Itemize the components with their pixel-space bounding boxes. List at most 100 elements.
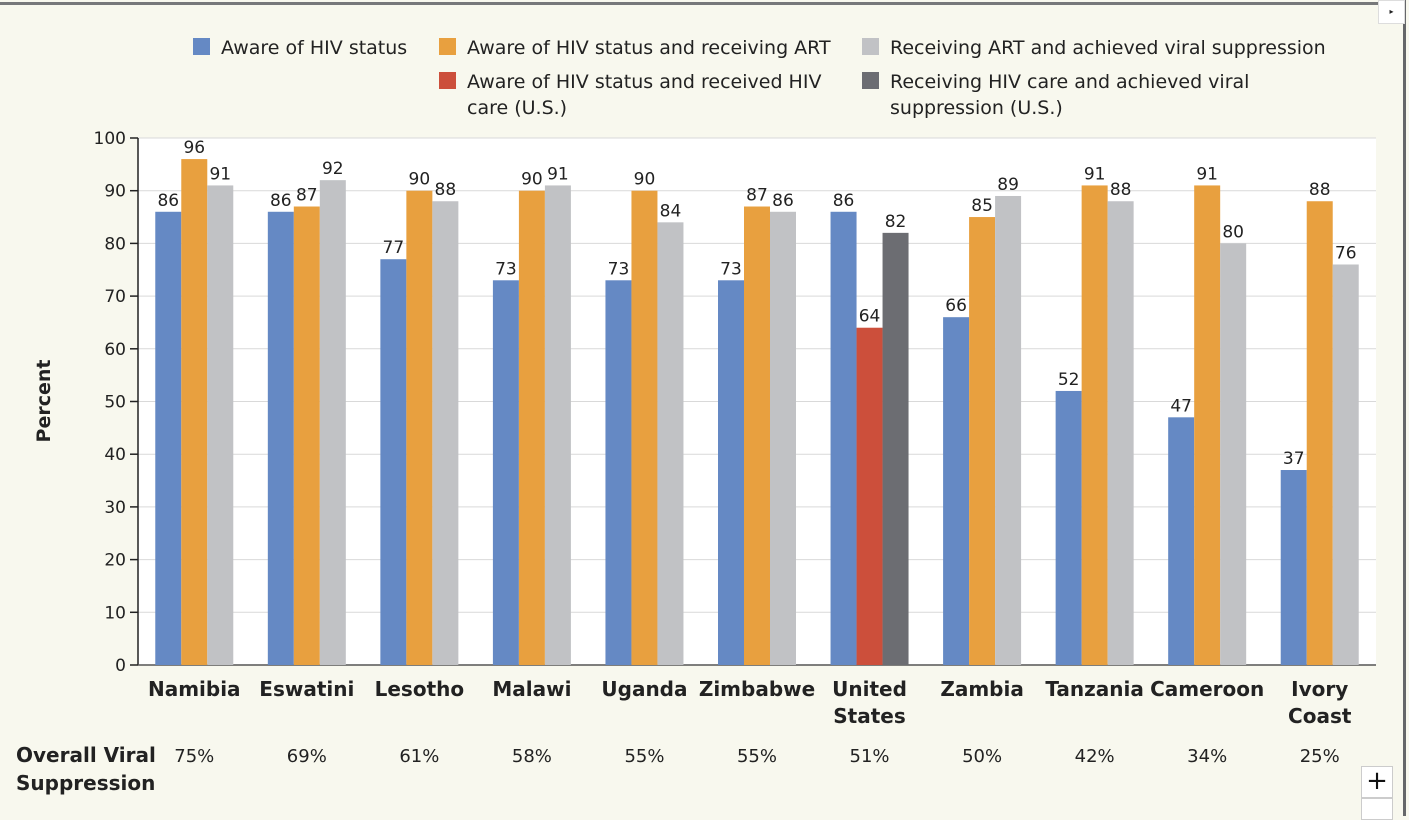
overall-suppression-value: 34% — [1187, 746, 1227, 767]
legend-swatch — [862, 38, 879, 55]
expand-arrow-icon[interactable]: ▸ — [1378, 0, 1405, 24]
bar — [1332, 264, 1359, 665]
data-label: 91 — [209, 164, 231, 184]
data-label: 92 — [322, 159, 344, 179]
category-label: Eswatini — [259, 677, 354, 701]
data-label: 87 — [746, 186, 768, 206]
data-label: 73 — [495, 259, 517, 279]
bar — [882, 232, 909, 666]
data-label: 91 — [1084, 164, 1106, 184]
data-label: 76 — [1335, 243, 1357, 263]
legend-label: care (U.S.) — [467, 97, 567, 119]
data-label: 89 — [997, 175, 1019, 195]
bar — [631, 190, 658, 665]
data-label: 90 — [634, 170, 656, 190]
legend-label: Receiving HIV care and achieved viral — [890, 71, 1249, 93]
bar — [380, 259, 407, 665]
bar — [492, 280, 519, 665]
bar — [1081, 185, 1108, 665]
category-label: Ivory — [1291, 677, 1348, 701]
data-label: 86 — [157, 191, 179, 211]
bar — [830, 211, 857, 665]
bar — [657, 222, 684, 665]
y-tick-label: 30 — [104, 498, 126, 518]
y-tick-label: 80 — [104, 234, 126, 254]
y-tick-label: 50 — [104, 393, 126, 413]
bar — [155, 211, 182, 665]
right-border — [1403, 0, 1406, 816]
legend-swatch — [439, 72, 456, 89]
category-label: United — [832, 677, 907, 701]
data-label: 77 — [383, 238, 405, 258]
data-label: 66 — [945, 296, 967, 316]
bar — [293, 206, 320, 665]
data-label: 88 — [435, 180, 457, 200]
data-label: 91 — [547, 164, 569, 184]
y-tick-label: 20 — [104, 551, 126, 571]
data-label: 87 — [296, 186, 318, 206]
legend-swatch — [862, 72, 879, 89]
data-label: 91 — [1196, 164, 1218, 184]
overall-suppression-label: Overall Viral — [16, 743, 156, 767]
data-label: 86 — [833, 191, 855, 211]
category-label: Tanzania — [1045, 677, 1144, 701]
data-label: 86 — [772, 191, 794, 211]
data-label: 84 — [660, 201, 682, 221]
y-tick-label: 100 — [94, 129, 126, 149]
y-tick-label: 40 — [104, 445, 126, 465]
overall-suppression-value: 75% — [174, 746, 214, 767]
overall-suppression-value: 25% — [1300, 746, 1340, 767]
bar — [856, 327, 883, 665]
bar — [1055, 390, 1082, 665]
data-label: 85 — [971, 196, 993, 216]
category-label: States — [833, 704, 906, 728]
data-label: 82 — [885, 212, 907, 232]
overall-suppression-value: 55% — [624, 746, 664, 767]
bar — [718, 280, 744, 665]
bar — [770, 211, 796, 665]
data-label: 88 — [1309, 180, 1331, 200]
bar — [181, 159, 208, 665]
data-label: 96 — [183, 138, 205, 158]
zoom-in-button[interactable]: + — [1361, 766, 1393, 798]
overall-suppression-label: Suppression — [16, 771, 155, 795]
bar — [1306, 201, 1333, 666]
data-label: 90 — [409, 170, 431, 190]
bar — [267, 211, 294, 665]
bar — [319, 180, 346, 665]
category-label: Cameroon — [1150, 677, 1264, 701]
bar — [544, 185, 571, 665]
bar — [1107, 201, 1134, 666]
y-tick-label: 0 — [115, 656, 126, 676]
overall-suppression-value: 42% — [1075, 746, 1115, 767]
data-label: 52 — [1058, 370, 1080, 390]
overall-suppression-value: 61% — [399, 746, 439, 767]
legend-swatch — [439, 38, 456, 55]
bar — [969, 217, 996, 666]
data-label: 88 — [1110, 180, 1132, 200]
y-tick-label: 10 — [104, 603, 126, 623]
data-label: 37 — [1283, 449, 1305, 469]
bar — [1194, 185, 1221, 665]
data-label: 90 — [521, 170, 543, 190]
overall-suppression-value: 69% — [287, 746, 327, 767]
bar — [943, 317, 970, 665]
data-label: 47 — [1170, 396, 1192, 416]
bar — [406, 190, 433, 665]
legend-label: Aware of HIV status and received HIV — [467, 71, 821, 93]
bar-chart: 0 10 20 30 40 50 60 70 80 90 100 Percent Aware of HI… — [16, 37, 1376, 795]
bar — [744, 206, 770, 665]
y-tick-label: 60 — [104, 340, 126, 360]
overall-suppression-value: 55% — [737, 746, 777, 767]
category-label: Uganda — [601, 677, 687, 701]
legend-label: Aware of HIV status and receiving ART — [467, 37, 831, 59]
y-tick-label: 70 — [104, 287, 126, 307]
legend-label: Aware of HIV status — [221, 37, 407, 59]
bar — [207, 185, 234, 665]
bar — [518, 190, 545, 665]
bar — [1220, 243, 1247, 665]
y-axis-label: Percent — [33, 360, 55, 443]
data-label: 73 — [608, 259, 630, 279]
legend-label: suppression (U.S.) — [890, 97, 1063, 119]
data-label: 73 — [720, 259, 742, 279]
